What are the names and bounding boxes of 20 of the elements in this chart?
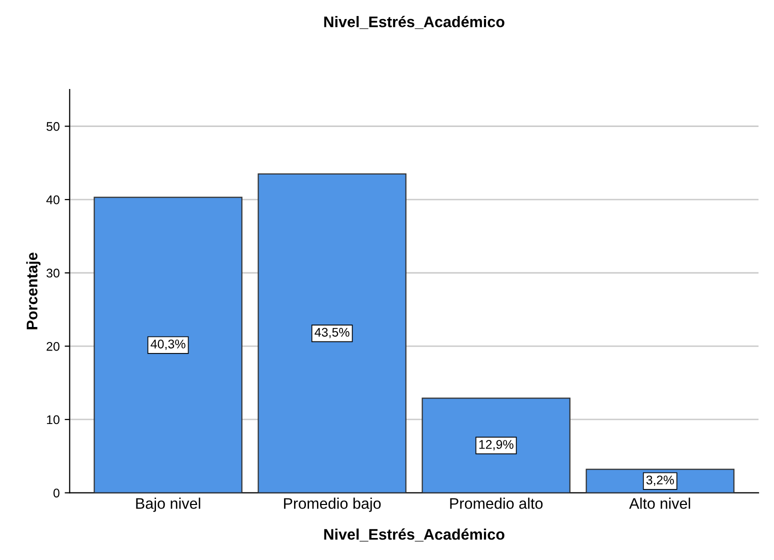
y-tick-label: 20 <box>46 342 60 351</box>
chart-title: Nivel_Estrés_Académico <box>324 16 504 29</box>
y-tick-label: 40 <box>46 195 60 204</box>
x-axis-title: Nivel_Estrés_Académico <box>324 528 504 542</box>
bar <box>94 196 242 493</box>
y-tick-label: 30 <box>46 268 60 278</box>
x-tick-label: Promedio bajo <box>284 498 381 512</box>
data-label: 12,9% <box>479 440 514 450</box>
x-tick-label: Promedio alto <box>450 498 543 509</box>
y-tick-label: 10 <box>46 415 60 424</box>
bar <box>422 398 570 493</box>
data-label: 43,5% <box>314 328 350 338</box>
data-label: 40,3% <box>150 340 186 350</box>
bar <box>258 173 406 493</box>
y-tick-label: 0 <box>53 488 60 498</box>
x-tick-label: Bajo nivel <box>136 498 200 512</box>
x-tick-label: Alto nivel <box>629 498 690 509</box>
data-label: 3,2% <box>646 476 674 486</box>
y-tick-label: 50 <box>46 122 60 131</box>
y-axis-title: Porcentaje <box>26 252 40 330</box>
